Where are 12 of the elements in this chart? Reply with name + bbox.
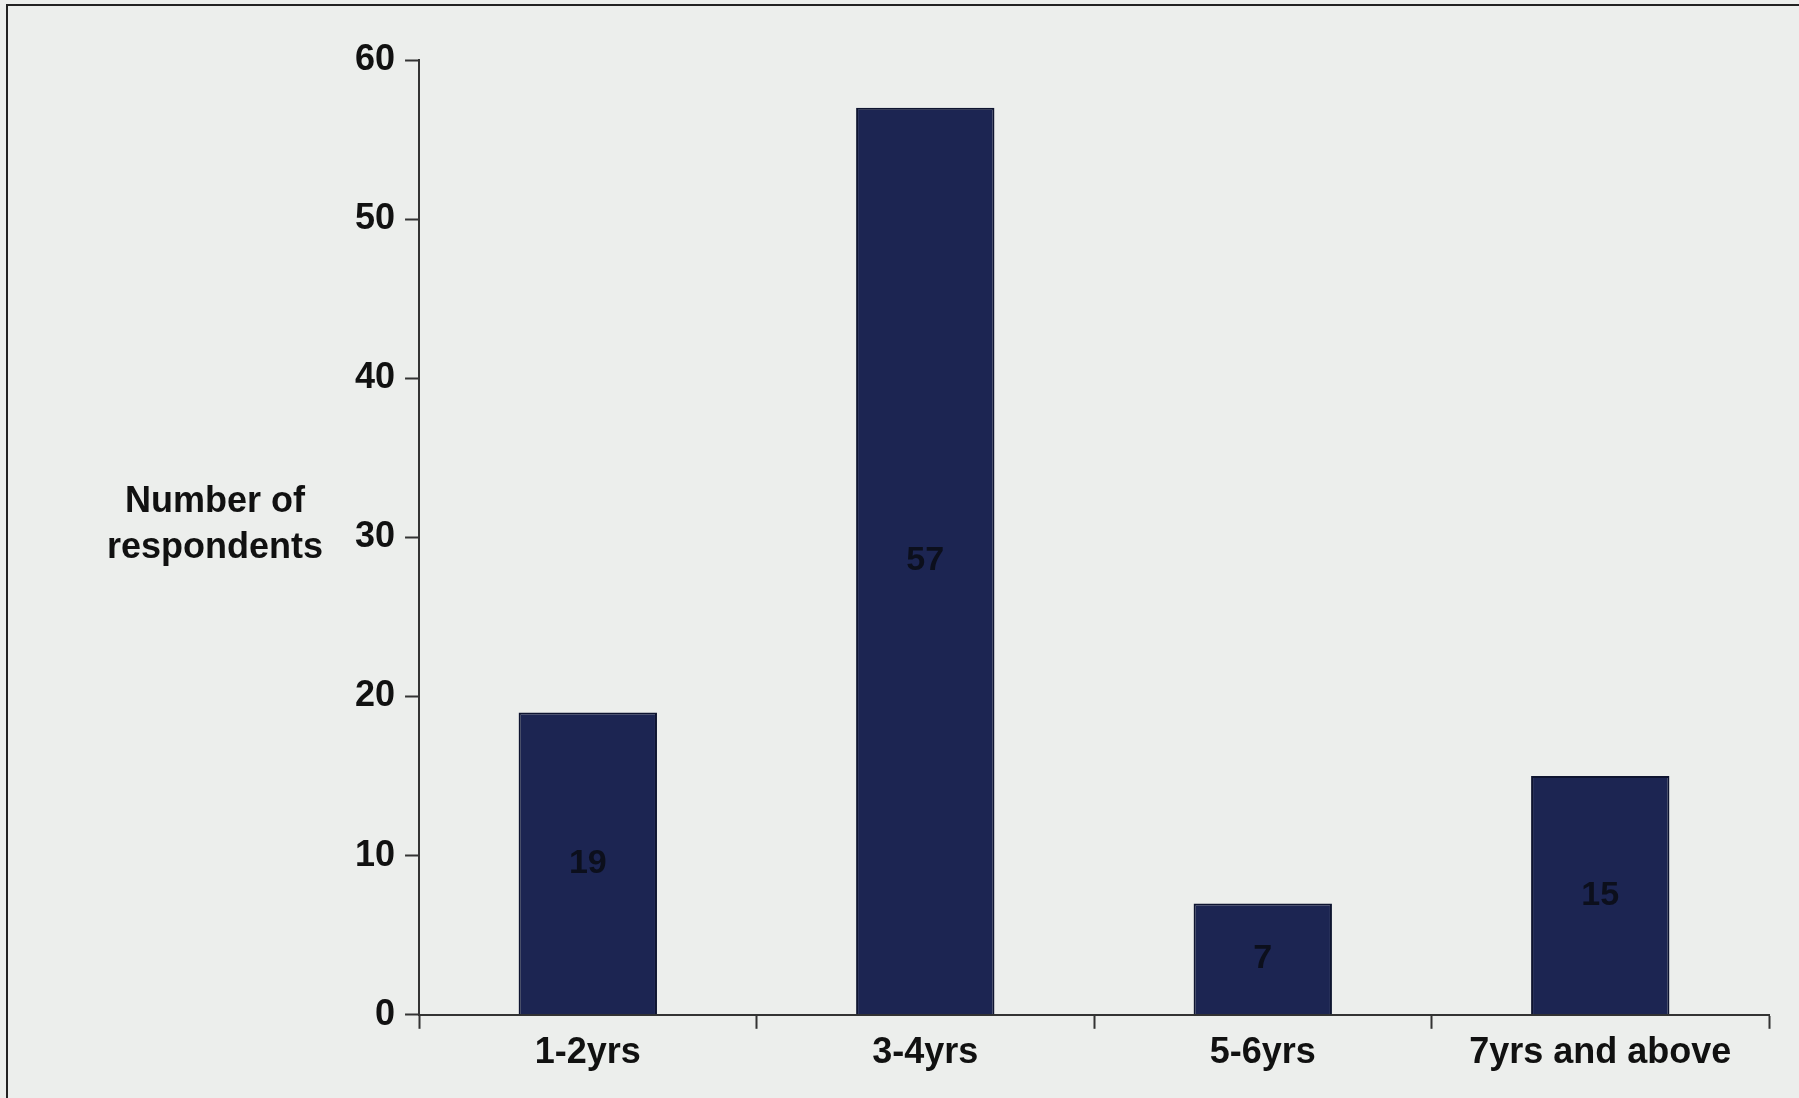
y-tick-label: 20 — [355, 673, 396, 715]
x-tick-label: 3-4yrs — [872, 1030, 979, 1072]
y-tick-label: 10 — [355, 832, 396, 874]
y-tick-label: 60 — [355, 36, 396, 78]
y-tick-label: 0 — [375, 991, 396, 1033]
y-tick-label: 40 — [355, 355, 396, 397]
x-tick-label: 5-6yrs — [1209, 1030, 1316, 1072]
y-tick-label: 50 — [355, 196, 396, 238]
x-tick-label: 7yrs and above — [1469, 1030, 1732, 1072]
y-axis-title: Number of respondents — [106, 479, 324, 567]
x-tick-label: 1-2yrs — [534, 1030, 641, 1072]
y-tick-label: 30 — [355, 514, 396, 556]
